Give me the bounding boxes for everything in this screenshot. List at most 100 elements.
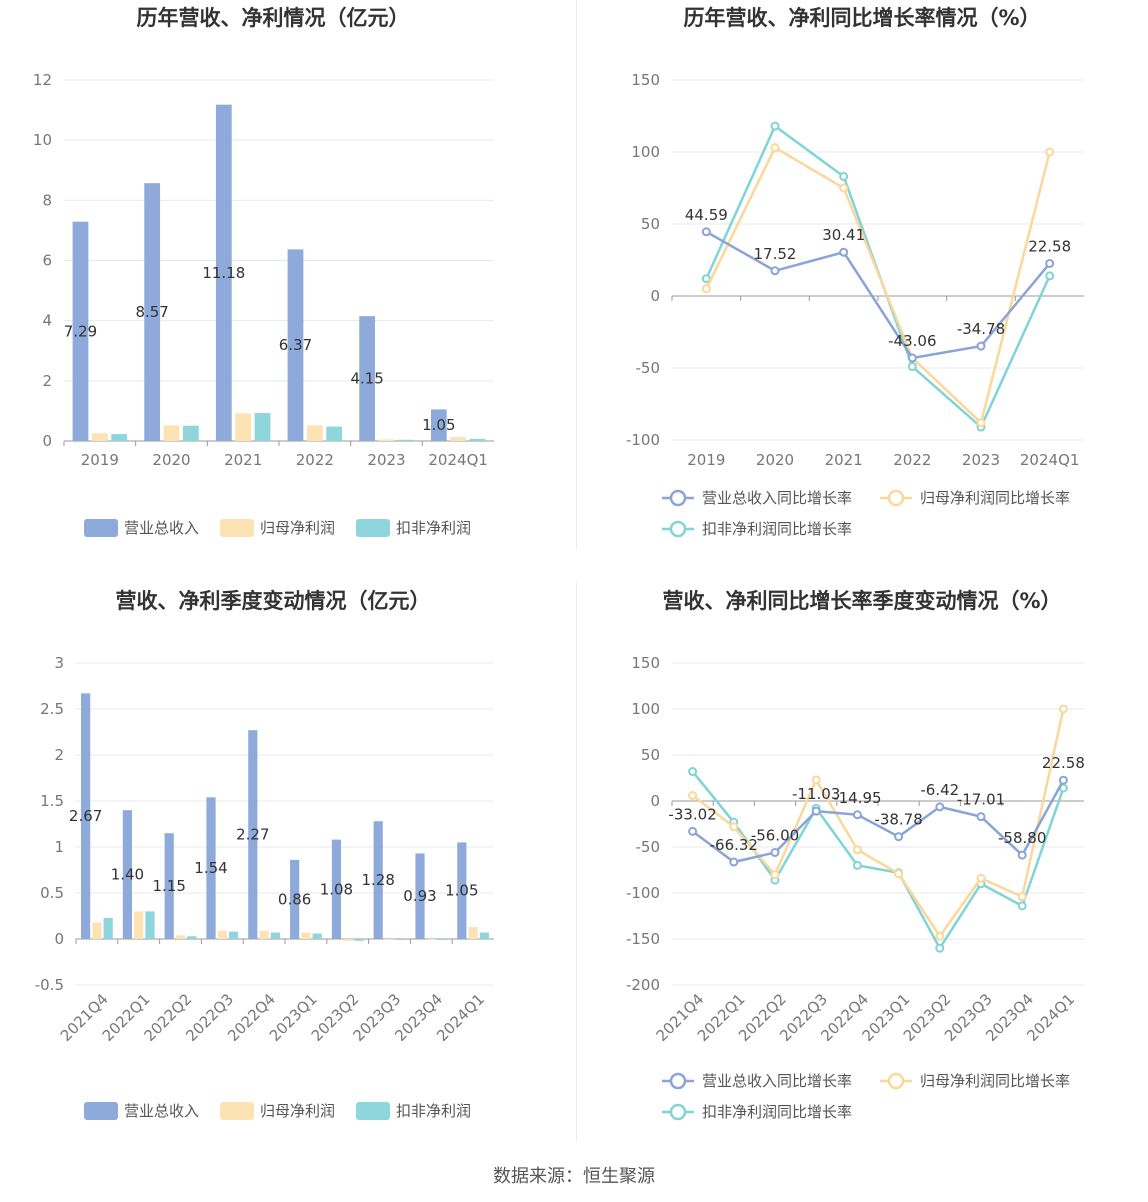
data-point (935, 931, 945, 941)
bar-deducted-profit (326, 426, 343, 441)
legend-label: 营业总收入同比增长率 (702, 489, 852, 507)
y-tick-label: 10 (33, 131, 52, 149)
legend-label: 扣非净利润 (396, 1102, 471, 1120)
data-label: -6.42 (920, 781, 959, 799)
chart-svg: 历年营收、净利情况（亿元） 0 2 4 6 8 10 12 2019 2020 2021 2022 20… (33, 6, 494, 537)
chart-svg: 营收、净利同比增长率季度变动情况（%） -200 -150 -100 -50 0 50 100… (626, 589, 1085, 1121)
y-tick-label: 100 (631, 700, 660, 718)
series-line-net-profit (691, 708, 1065, 939)
data-label: 1.54 (194, 859, 227, 877)
data-label: 4.15 (350, 370, 383, 388)
y-tick-label: 100 (631, 143, 660, 161)
legend-item: 营业总收入同比增长率 (662, 1072, 852, 1090)
bar-net-profit (384, 939, 395, 940)
y-tick-label: -200 (626, 976, 660, 994)
y-tick-label: 0 (650, 792, 660, 810)
data-point (701, 284, 711, 294)
legend-item: 归母净利润同比增长率 (880, 489, 1070, 507)
bar-net-profit (92, 922, 102, 939)
bar-deducted-profit (270, 932, 280, 939)
bar-revenue (373, 821, 383, 939)
data-label: -43.06 (888, 332, 936, 350)
legend-item: 扣非净利润 (356, 519, 471, 537)
legend-swatch-marker (669, 1072, 687, 1090)
data-point (935, 943, 945, 953)
data-point (770, 266, 780, 276)
legend-item: 归母净利润 (220, 1102, 335, 1120)
y-tick-label: 1.5 (40, 792, 64, 810)
data-point (688, 790, 698, 800)
bar-revenue (430, 409, 447, 441)
y-tick-label: 0.5 (40, 884, 64, 902)
data-label: -38.78 (874, 811, 922, 829)
chart-title: 营收、净利同比增长率季度变动情况（%） (662, 589, 1061, 613)
y-tick-label: -100 (626, 431, 660, 449)
x-tick-label: 2020 (756, 451, 794, 469)
data-label: -17.01 (957, 791, 1005, 809)
bar-revenue (72, 221, 89, 441)
data-label: 0.93 (403, 887, 436, 905)
y-tick-label: 2 (54, 746, 64, 764)
data-point (1017, 892, 1027, 902)
y-tick-label: 50 (641, 746, 660, 764)
bar-deducted-profit (103, 917, 113, 939)
legend-swatch (220, 1102, 254, 1120)
legend-label: 扣非净利润同比增长率 (702, 1103, 852, 1121)
x-tick-label: 2019 (81, 451, 119, 469)
data-label: -56.00 (751, 827, 799, 845)
series-line-net-profit (705, 145, 1051, 426)
y-tick-label: 2.5 (40, 700, 64, 718)
data-point (729, 822, 739, 832)
data-point (976, 873, 986, 883)
legend-item: 扣非净利润同比增长率 (662, 520, 852, 538)
y-tick-label: 3 (54, 654, 64, 672)
data-point (935, 802, 945, 812)
data-label: 1.05 (445, 882, 478, 900)
legend-label: 归母净利润 (260, 519, 335, 537)
legend-swatch (84, 519, 118, 537)
data-point (688, 767, 698, 777)
y-tick-label: 150 (631, 71, 660, 89)
bar-net-profit (175, 935, 186, 939)
bar-deducted-profit (354, 939, 364, 941)
bar-revenue (457, 842, 467, 939)
data-label: 8.57 (135, 303, 168, 321)
data-point (1058, 704, 1068, 714)
bar-net-profit (468, 927, 478, 939)
bar-revenue (144, 183, 161, 441)
y-tick-label: -0.5 (35, 976, 64, 994)
data-label: 22.58 (1028, 237, 1071, 255)
data-label: 30.41 (822, 226, 865, 244)
bar-revenue (287, 249, 304, 441)
legend-item: 营业总收入 (84, 519, 199, 537)
data-source-footer: 数据来源：恒生聚源 (493, 1166, 655, 1187)
y-tick-label: 12 (33, 71, 52, 89)
bar-revenue (206, 797, 216, 939)
data-label: -33.02 (668, 805, 716, 823)
bar-net-profit (426, 939, 436, 940)
divider (576, 582, 577, 1142)
bar-deducted-profit (187, 936, 197, 939)
data-point (688, 826, 698, 836)
bar-net-profit (235, 413, 252, 441)
data-point (839, 171, 849, 181)
data-label: 2.67 (69, 807, 102, 825)
y-tick-label: 0 (54, 930, 64, 948)
quarterly-revenue-profit-chart: 营收、净利季度变动情况（亿元） -0.5 0 0.5 1 1.5 2 2.5 3 2021Q4 20… (0, 582, 574, 1162)
data-point (1017, 901, 1027, 911)
data-point (907, 353, 917, 363)
data-label: 1.40 (111, 866, 144, 884)
data-point (976, 812, 986, 822)
data-point (770, 870, 780, 880)
bar-deducted-profit (145, 911, 155, 939)
bar-deducted-profit (254, 413, 271, 441)
legend-swatch (356, 519, 390, 537)
data-point (811, 806, 821, 816)
legend-swatch-marker (887, 489, 905, 507)
x-tick-label: 2019 (687, 451, 725, 469)
bar-revenue (215, 104, 232, 441)
data-label: 7.29 (64, 322, 97, 340)
data-label: -11.03 (792, 785, 840, 803)
legend-item: 扣非净利润 (356, 1102, 471, 1120)
legend-swatch (220, 519, 254, 537)
